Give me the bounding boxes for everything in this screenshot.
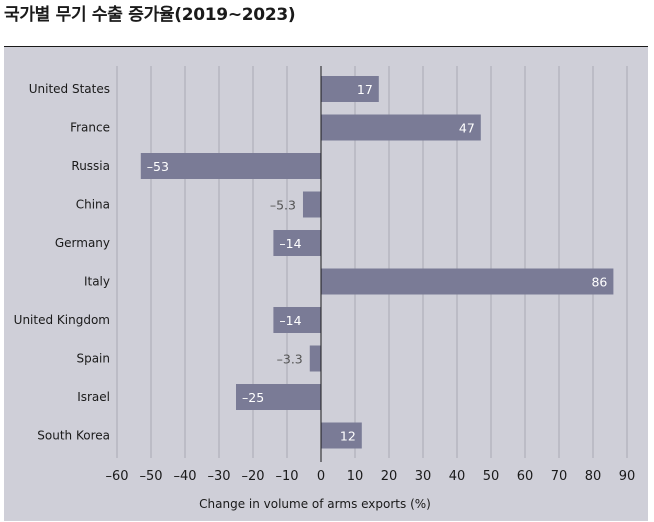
x-tick-label: 40	[449, 469, 466, 484]
bar	[236, 384, 321, 410]
chart-title: 국가별 무기 수출 증가율(2019~2023)	[4, 5, 296, 25]
category-label: China	[76, 198, 110, 212]
x-tick-label: 30	[415, 469, 432, 484]
bar	[273, 307, 321, 333]
category-label: France	[70, 121, 110, 135]
data-label: –25	[242, 390, 264, 405]
category-label: Israel	[77, 390, 110, 404]
x-tick-label: –50	[139, 469, 162, 484]
bar	[321, 114, 481, 141]
category-label: United States	[29, 82, 110, 96]
bar	[302, 191, 321, 218]
data-label: 47	[459, 121, 475, 136]
title-rule	[4, 46, 648, 47]
data-label: –5.3	[270, 198, 296, 213]
x-tick-label: 70	[551, 469, 568, 484]
category-label: Russia	[71, 159, 110, 173]
bar	[140, 153, 321, 179]
x-tick-label: 60	[517, 469, 534, 484]
bars	[140, 76, 614, 449]
category-label: Italy	[84, 275, 110, 289]
data-label: 12	[340, 429, 356, 444]
data-label: –14	[279, 313, 301, 328]
category-labels: United States France Russia China Germany Ita…	[14, 82, 110, 443]
x-axis-label: Change in volume of arms exports (%)	[199, 497, 431, 511]
x-tick-labels: –60 –50 –40 –30 –20 –10 0 10 20 30 40 50 60 70 80 90	[105, 469, 635, 484]
x-tick-label: 80	[585, 469, 602, 484]
bar	[273, 230, 321, 256]
category-label: United Kingdom	[14, 313, 110, 327]
data-labels: 17 47 –53 –5.3 –14 86 –14 –3.3 –25 12	[147, 82, 608, 444]
category-label: Spain	[76, 352, 110, 366]
category-label: Germany	[55, 236, 110, 250]
x-tick-label: 90	[619, 469, 636, 484]
x-tick-label: –30	[207, 469, 230, 484]
bar	[321, 422, 362, 449]
bar	[321, 76, 379, 102]
x-tick-label: –60	[105, 469, 128, 484]
x-tick-label: –10	[275, 469, 298, 484]
bar	[321, 268, 614, 295]
category-label: South Korea	[37, 429, 110, 443]
x-tick-label: –40	[173, 469, 196, 484]
data-label: 17	[357, 82, 373, 97]
data-label: –14	[279, 236, 301, 251]
x-tick-label: –20	[241, 469, 264, 484]
x-tick-label: 50	[483, 469, 500, 484]
data-label: 86	[591, 275, 607, 290]
x-tick-label: 20	[381, 469, 398, 484]
data-label: –3.3	[277, 352, 303, 367]
data-label: –53	[147, 159, 169, 174]
x-tick-label: 10	[347, 469, 364, 484]
bar	[309, 345, 321, 372]
x-tick-label: 0	[317, 469, 325, 484]
